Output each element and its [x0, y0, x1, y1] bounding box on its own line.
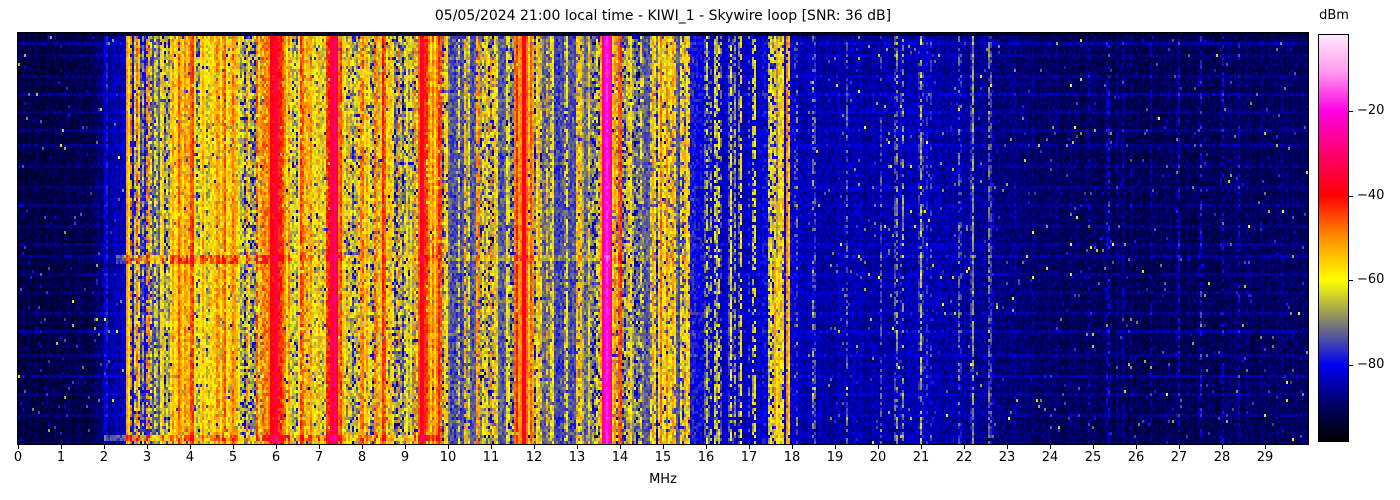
x-tick-label: 22	[955, 450, 973, 465]
x-axis-tick	[921, 445, 922, 449]
x-tick-label: 29	[1256, 450, 1274, 465]
x-tick-label: 15	[654, 450, 672, 465]
x-tick-label: 14	[611, 450, 629, 465]
x-axis-tick	[1093, 445, 1094, 449]
x-axis-tick	[792, 445, 793, 449]
x-tick-label: 0	[13, 450, 23, 465]
x-axis-tick	[362, 445, 363, 449]
x-axis-tick	[534, 445, 535, 449]
x-tick-label: 8	[357, 450, 367, 465]
x-tick-label: 5	[228, 450, 238, 465]
colorbar-tick	[1349, 111, 1353, 113]
x-tick-label: 2	[99, 450, 109, 465]
x-axis-tick	[147, 445, 148, 449]
x-tick-label: 3	[142, 450, 152, 465]
x-axis-tick	[104, 445, 105, 449]
plot-title: 05/05/2024 21:00 local time - KIWI_1 - S…	[434, 8, 892, 24]
x-axis-tick	[1179, 445, 1180, 449]
x-tick-label: 21	[912, 450, 930, 465]
x-tick-label: 13	[568, 450, 586, 465]
x-axis-tick	[190, 445, 191, 449]
x-tick-label: 1	[56, 450, 66, 465]
x-axis-tick	[835, 445, 836, 449]
colorbar	[1318, 34, 1349, 442]
x-tick-label: 12	[525, 450, 543, 465]
x-tick-label: 28	[1213, 450, 1231, 465]
x-tick-label: 25	[1084, 450, 1102, 465]
colorbar-tick-label: −40	[1357, 187, 1385, 203]
x-axis-tick	[448, 445, 449, 449]
x-axis-tick	[1265, 445, 1266, 449]
x-tick-label: 6	[271, 450, 281, 465]
x-axis-tick	[577, 445, 578, 449]
colorbar-tick-label: −20	[1357, 103, 1385, 119]
x-axis-tick	[1050, 445, 1051, 449]
waterfall-canvas	[18, 33, 1308, 444]
x-axis-tick	[1136, 445, 1137, 449]
x-axis-tick	[18, 445, 19, 449]
x-axis-tick	[233, 445, 234, 449]
colorbar-tick-label: −60	[1357, 272, 1385, 288]
x-tick-label: 20	[869, 450, 887, 465]
x-tick-label: 16	[697, 450, 715, 465]
x-tick-label: 17	[740, 450, 758, 465]
x-tick-label: 11	[482, 450, 500, 465]
x-axis-label: MHz	[649, 472, 677, 487]
x-tick-label: 27	[1170, 450, 1188, 465]
x-axis-tick	[749, 445, 750, 449]
x-axis-tick	[964, 445, 965, 449]
x-tick-label: 19	[826, 450, 844, 465]
x-axis-tick	[319, 445, 320, 449]
spectrogram-plot	[17, 32, 1309, 445]
x-tick-label: 7	[314, 450, 324, 465]
x-axis-tick	[61, 445, 62, 449]
x-tick-label: 4	[185, 450, 195, 465]
x-axis-tick	[620, 445, 621, 449]
x-tick-label: 24	[1041, 450, 1059, 465]
x-axis-tick	[405, 445, 406, 449]
x-axis-tick	[1222, 445, 1223, 449]
x-tick-label: 18	[783, 450, 801, 465]
x-axis-tick	[663, 445, 664, 449]
colorbar-tick-label: −80	[1357, 356, 1385, 372]
colorbar-unit-label: dBm	[1319, 8, 1349, 23]
x-tick-label: 9	[400, 450, 410, 465]
x-axis-tick	[706, 445, 707, 449]
x-axis-tick	[878, 445, 879, 449]
x-tick-label: 26	[1127, 450, 1145, 465]
colorbar-tick	[1349, 280, 1353, 282]
colorbar-tick	[1349, 195, 1353, 197]
x-tick-label: 23	[998, 450, 1016, 465]
x-tick-label: 10	[439, 450, 457, 465]
x-axis-tick	[276, 445, 277, 449]
x-axis-tick	[1007, 445, 1008, 449]
colorbar-tick	[1349, 364, 1353, 366]
x-axis-tick	[491, 445, 492, 449]
